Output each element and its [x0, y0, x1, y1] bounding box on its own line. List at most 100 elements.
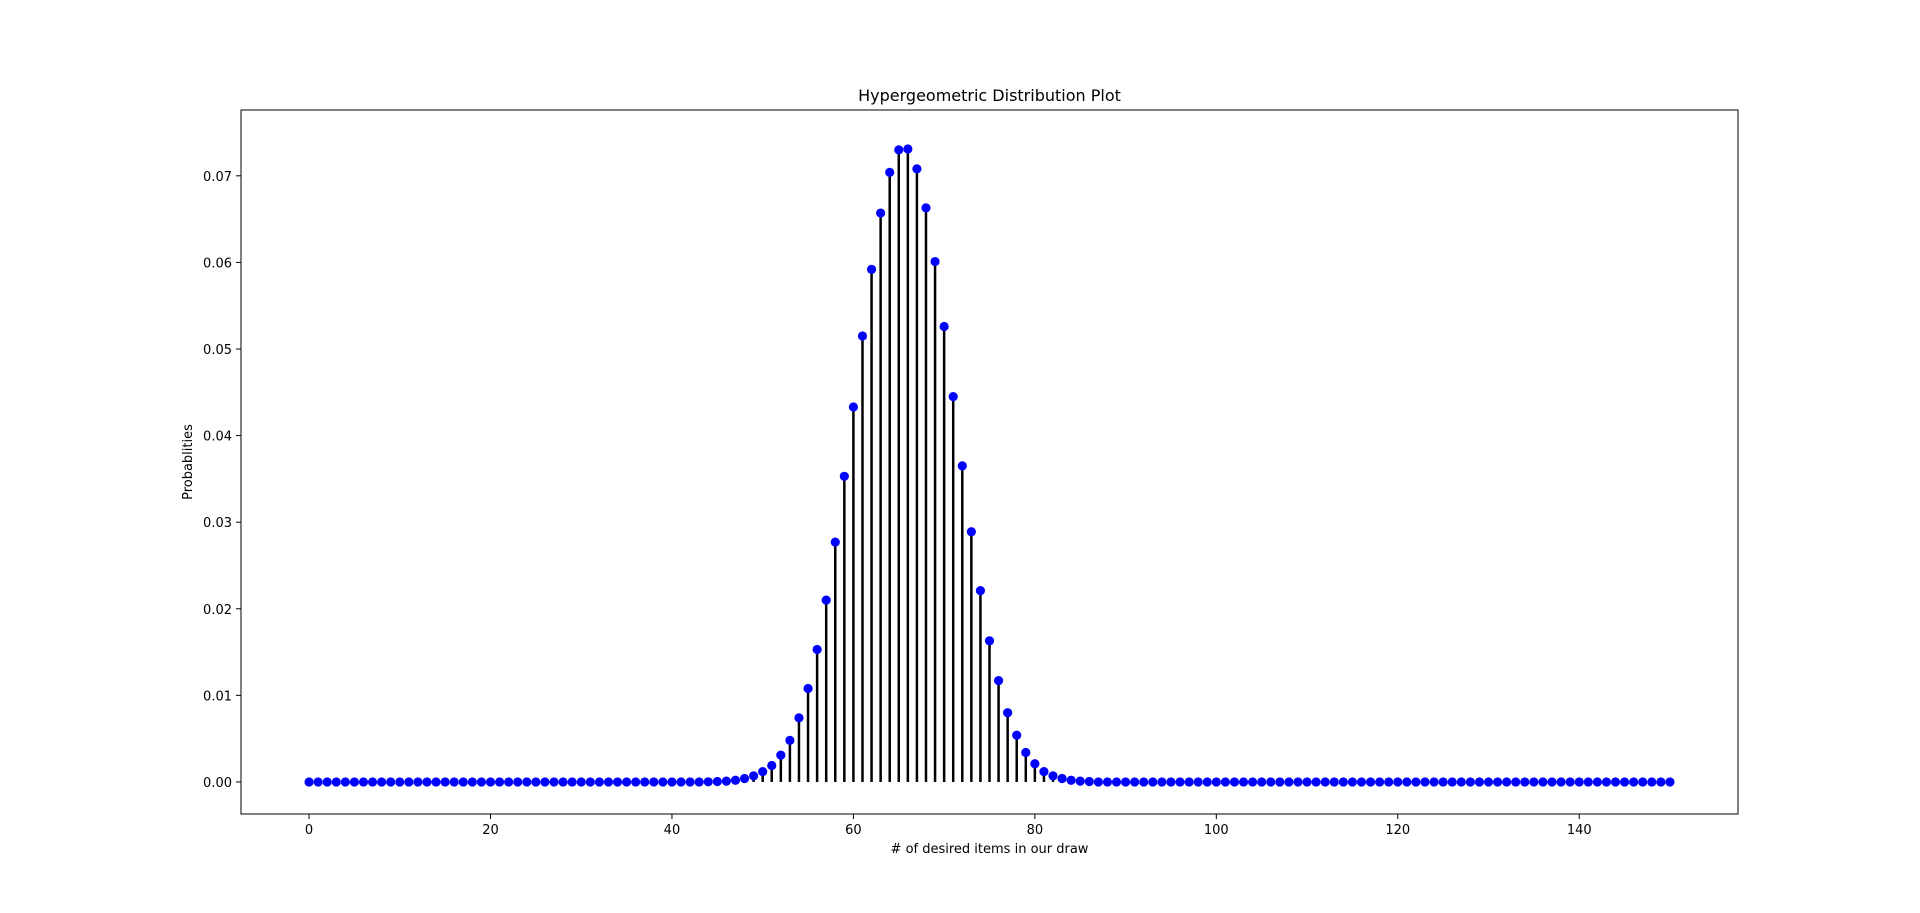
data-point	[1166, 777, 1176, 787]
data-point	[1084, 776, 1094, 787]
data-point	[812, 644, 822, 655]
data-point	[1447, 777, 1457, 787]
x-tick-label: 20	[482, 823, 499, 838]
data-point	[567, 777, 577, 787]
data-point	[1048, 771, 1058, 781]
data-point	[485, 777, 496, 787]
data-point	[1420, 777, 1430, 787]
data-point	[1175, 777, 1185, 787]
x-axis-label: # of desired items in our draw	[891, 842, 1089, 857]
data-point	[603, 777, 614, 787]
data-point	[631, 777, 641, 787]
data-point	[422, 777, 432, 787]
data-point	[1193, 777, 1203, 787]
data-point	[903, 144, 913, 154]
x-tick-label: 120	[1385, 823, 1410, 838]
data-point	[1120, 777, 1131, 787]
data-point	[1266, 777, 1276, 787]
data-point	[349, 777, 360, 787]
data-point	[830, 537, 840, 547]
data-point	[1456, 777, 1466, 787]
data-point	[1139, 777, 1149, 787]
data-point	[340, 777, 350, 787]
data-point	[413, 777, 423, 787]
x-tick-label: 80	[1027, 823, 1044, 838]
data-point	[803, 683, 813, 694]
data-point	[821, 595, 831, 605]
data-point	[1284, 777, 1294, 787]
data-point	[585, 777, 595, 787]
data-point	[975, 585, 986, 596]
data-point	[1329, 777, 1339, 787]
y-tick-label: 0.00	[203, 776, 232, 791]
data-point	[730, 775, 741, 785]
data-point	[522, 777, 532, 787]
data-point	[785, 735, 795, 745]
data-point	[667, 777, 677, 787]
data-point	[494, 777, 505, 787]
data-point	[1238, 777, 1249, 787]
y-tick-label: 0.03	[203, 516, 232, 531]
data-point	[549, 777, 559, 787]
data-point	[1157, 777, 1167, 787]
x-tick-label: 40	[664, 823, 681, 838]
data-point	[939, 321, 949, 332]
data-point	[1347, 777, 1358, 787]
data-point	[1502, 777, 1512, 787]
data-point	[1021, 747, 1031, 758]
data-point	[1610, 777, 1621, 787]
data-point	[594, 777, 604, 787]
data-point	[694, 777, 704, 787]
y-axis-ticks: 0.00 0.01 0.02 0.03 0.04 0.05 0.06 0.07	[203, 170, 241, 791]
data-point	[322, 777, 332, 787]
data-point	[1184, 777, 1194, 787]
data-point	[304, 777, 314, 787]
stem-markers	[304, 144, 1675, 787]
data-point	[1583, 777, 1593, 787]
data-point	[395, 777, 405, 787]
data-point	[1093, 777, 1103, 787]
data-point	[885, 167, 895, 177]
data-point	[685, 777, 695, 787]
data-point	[1356, 777, 1367, 787]
data-point	[1211, 777, 1221, 787]
data-point	[1302, 777, 1312, 787]
data-point	[930, 256, 940, 267]
data-point	[712, 776, 722, 787]
data-point	[1511, 777, 1521, 787]
data-point	[1619, 777, 1630, 787]
data-point	[721, 776, 731, 786]
data-point	[1075, 776, 1085, 786]
chart-title: Hypergeometric Distribution Plot	[858, 86, 1121, 105]
data-point	[767, 760, 777, 771]
x-tick-label: 140	[1567, 823, 1592, 838]
data-point	[758, 766, 768, 777]
y-tick-label: 0.07	[203, 170, 232, 185]
data-point	[1538, 777, 1548, 787]
data-point	[1338, 777, 1348, 787]
data-point	[440, 777, 450, 787]
data-point	[866, 264, 877, 274]
data-point	[839, 471, 849, 481]
y-tick-label: 0.01	[203, 689, 232, 704]
data-point	[1012, 730, 1022, 740]
x-tick-label: 60	[845, 823, 862, 838]
data-point	[1311, 777, 1321, 787]
data-point	[640, 777, 650, 787]
data-point	[513, 777, 523, 787]
data-point	[449, 777, 459, 787]
data-point	[1492, 777, 1503, 787]
data-point	[1474, 777, 1485, 787]
data-point	[1520, 777, 1530, 787]
data-point	[984, 636, 995, 646]
data-point	[1483, 777, 1494, 787]
data-point	[749, 771, 759, 781]
data-point	[1629, 777, 1639, 787]
data-point	[912, 164, 922, 174]
data-point	[540, 777, 550, 787]
data-point	[1411, 777, 1421, 787]
data-point	[1384, 777, 1394, 787]
stem-lines	[725, 148, 1082, 782]
data-point	[1547, 777, 1557, 787]
data-point	[377, 777, 387, 787]
